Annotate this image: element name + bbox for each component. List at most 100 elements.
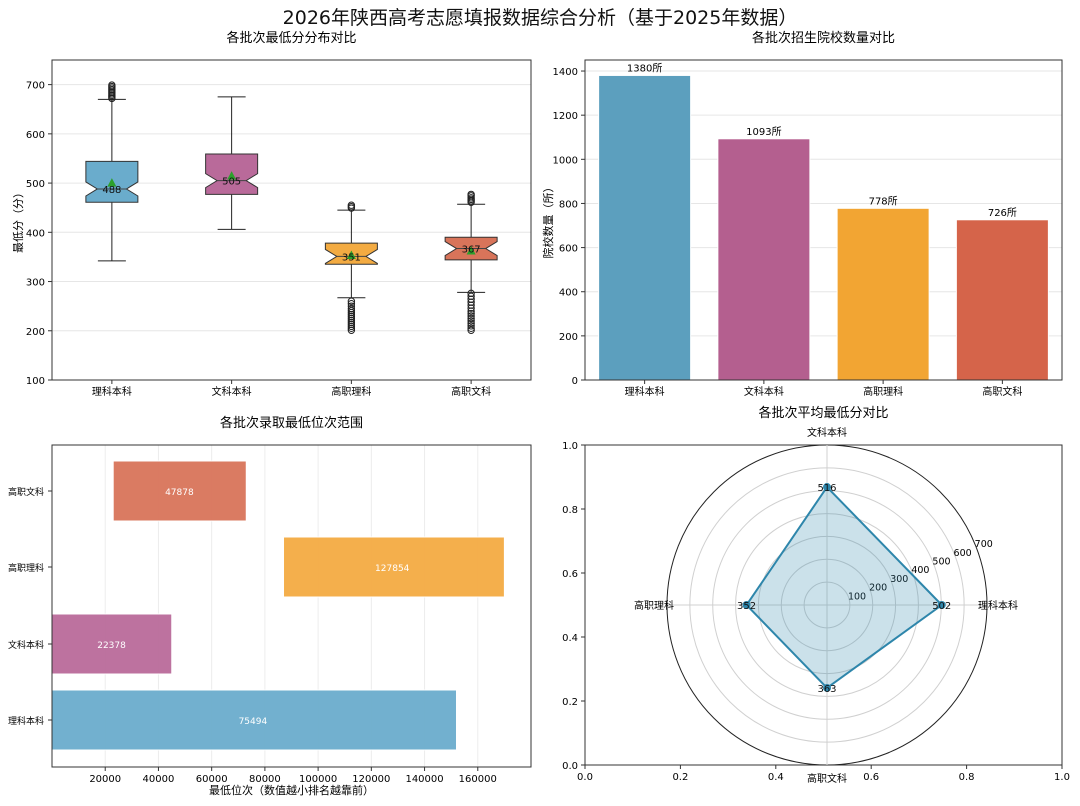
boxplot-mean-marker <box>227 171 237 180</box>
radar-axis-label: 高职理科 <box>634 599 674 612</box>
range-xtick-label: 160000 <box>459 774 497 785</box>
range-xtick-label: 40000 <box>143 774 175 785</box>
boxplot-median-label: 367 <box>462 245 481 256</box>
boxplot-outlier <box>108 81 116 89</box>
range-xtick-label: 20000 <box>89 774 121 785</box>
bar-ytick-label: 1200 <box>553 111 578 122</box>
range-title: 各批次录取最低位次范围 <box>220 415 363 431</box>
boxplot-mean-marker <box>346 250 356 259</box>
range-panel: 各批次录取最低位次范围 20000 40000 60000 80000 100000 120… <box>8 415 532 797</box>
bar-rect <box>836 207 930 381</box>
bar-ytick-label: 200 <box>559 332 578 343</box>
boxplot-outlier <box>467 292 475 301</box>
radar-frame-xtick-label: 0.6 <box>863 772 879 783</box>
radar-panel: 各批次平均最低分对比 0.00.0 0.2 0.2 0.4 0.4 0.6 0.6 0.8 0.8… <box>562 405 1070 785</box>
boxplot-outlier <box>467 194 475 202</box>
range-bar <box>51 613 173 675</box>
range-xtick-label: 120000 <box>352 774 390 785</box>
radar-axis-label: 理科本科 <box>978 599 1018 612</box>
boxplot-ytick-label: 600 <box>26 130 45 141</box>
radar-axis-label: 高职文科 <box>807 772 847 785</box>
boxplot-outlier <box>467 309 475 318</box>
range-xtick-label: 60000 <box>196 774 228 785</box>
radar-frame-ytick-label: 0.8 <box>562 505 578 516</box>
bar-ytick-label: 800 <box>559 199 578 210</box>
boxplot-outlier <box>467 312 475 320</box>
radar-frame-xtick-label: 0.8 <box>959 772 975 783</box>
boxplot-outlier <box>467 314 475 323</box>
boxplot-frame <box>51 59 532 381</box>
range-bar <box>112 460 247 522</box>
bar-xtick-label: 文科本科 <box>744 385 784 398</box>
bar-panel: 各批次招生院校数量对比 0 200 400 600 800 1000 1200 1400 院校数量… <box>541 30 1063 398</box>
bar-ylabel: 院校数量（所） <box>541 182 555 259</box>
bar-xtick-label: 高职理科 <box>863 385 903 398</box>
range-ytick-label: 文科本科 <box>8 639 44 651</box>
bar-title: 各批次招生院校数量对比 <box>752 30 895 46</box>
bar-ytick-label: 0 <box>572 376 578 387</box>
bar-ytick-label: 400 <box>559 288 578 299</box>
range-frame <box>51 444 532 768</box>
range-bar <box>283 536 505 598</box>
boxplot-outlier <box>347 297 356 305</box>
boxplot-title: 各批次最低分分布对比 <box>226 30 356 46</box>
boxplot-xtick-label: 文科本科 <box>212 385 252 398</box>
range-ytick-label: 高职理科 <box>8 562 44 574</box>
boxplot-median-label: 505 <box>222 177 241 188</box>
radar-point <box>823 483 831 492</box>
bar-rect <box>955 219 1049 381</box>
boxplot-xtick-label: 高职文科 <box>451 385 491 398</box>
boxplot-ylabel: 最低分（分） <box>12 187 25 253</box>
boxplot-xtick-label: 高职理科 <box>331 385 371 398</box>
boxplot-ytick-label: 700 <box>26 81 45 92</box>
bar-xtick-label: 理科本科 <box>625 385 665 398</box>
range-xlabel: 最低位次（数值越小排名越靠前） <box>209 783 374 797</box>
boxplot-xtick-label: 理科本科 <box>92 385 132 398</box>
radar-frame-xtick-label: 0.4 <box>768 772 784 783</box>
bar-rect <box>598 74 692 381</box>
radar-frame-xtick-label: 0.2 <box>672 772 688 783</box>
range-ytick-label: 理科本科 <box>8 715 44 727</box>
radar-frame-xtick-label: 1.0 <box>1054 772 1070 783</box>
boxplot-outlier <box>467 190 475 199</box>
range-xtick-label: 100000 <box>299 774 337 785</box>
radar-frame-ytick-label: 0.4 <box>562 633 578 644</box>
radar-rtick-label: 100 <box>848 591 866 602</box>
boxplot-outlier <box>467 317 475 325</box>
boxplot-outlier <box>467 319 475 328</box>
boxplot-ytick-label: 100 <box>26 376 45 387</box>
boxplot-ytick-label: 300 <box>26 278 45 289</box>
bar-ytick-label: 1400 <box>553 67 578 78</box>
radar-value-label: 516 <box>817 483 836 494</box>
radar-frame-ytick-label: 0.6 <box>562 569 578 580</box>
boxplot-outlier <box>467 322 475 330</box>
boxplot-median-label: 351 <box>342 252 361 263</box>
radar-series-area <box>745 485 944 690</box>
boxplot-mean-marker <box>107 178 117 187</box>
radar-frame-ytick-label: 0.2 <box>562 697 578 708</box>
radar-point <box>937 601 946 609</box>
bar-ytick-label: 1000 <box>553 155 578 166</box>
radar-point <box>742 601 751 609</box>
radar-frame-ytick-label: 1.0 <box>562 441 578 452</box>
range-ytick-label: 高职文科 <box>8 486 44 498</box>
bar-value-label: 1093所 <box>746 126 781 138</box>
range-xtick-label: 140000 <box>405 774 443 785</box>
radar-rtick-label: 600 <box>954 548 972 559</box>
range-value-label: 22378 <box>97 641 126 651</box>
boxplot-ytick-label: 200 <box>26 327 45 338</box>
bar-xtick-label: 高职文科 <box>982 385 1022 398</box>
range-value-label: 127854 <box>375 564 410 574</box>
range-value-label: 75494 <box>239 717 268 727</box>
boxplot-outlier <box>347 299 356 308</box>
bar-ytick-label: 600 <box>559 244 578 255</box>
main-title: 2026年陕西高考志愿填报数据综合分析（基于2025年数据） <box>283 7 798 29</box>
radar-point <box>823 683 831 692</box>
boxplot-ytick-label: 400 <box>26 228 45 239</box>
radar-rtick-label: 400 <box>911 565 929 576</box>
boxplot-outlier <box>347 304 356 313</box>
radar-axis-label: 文科本科 <box>807 426 847 439</box>
boxplot-outlier <box>467 324 475 333</box>
